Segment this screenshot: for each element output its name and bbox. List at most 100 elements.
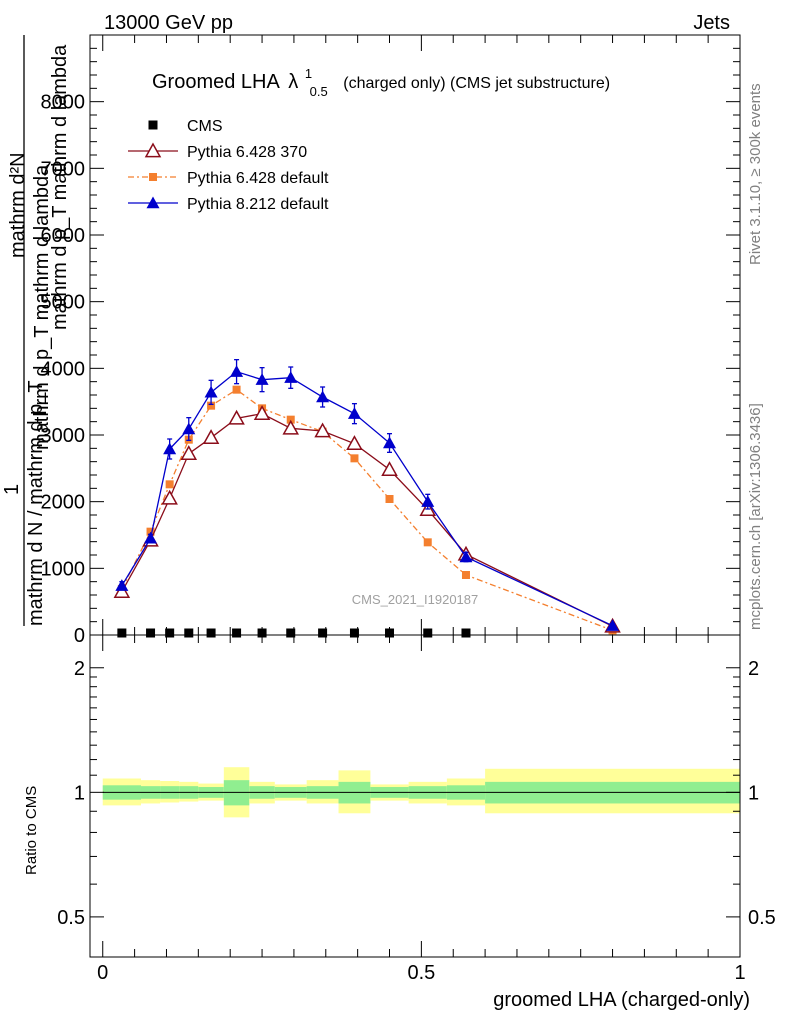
ratio-plot: 0.5 0.5 1 1 2 2 0 0.5 1 Ratio to CMS groomed LH…: [23, 634, 776, 1011]
main-y-tick-label: 5000: [41, 292, 86, 314]
legend-item-py8-default: Pythia 8.212 default: [128, 196, 329, 213]
cms-marker: [286, 628, 296, 638]
cms-marker: [146, 628, 156, 638]
py8-default-marker: [144, 531, 158, 544]
py6-default-marker: [232, 385, 241, 394]
cms-marker: [318, 628, 328, 638]
ratio-y-label: Ratio to CMS: [23, 786, 40, 875]
py8-default-marker: [204, 385, 218, 398]
ratio-y-axis: 0.5 0.5 1 1 2 2: [57, 658, 776, 929]
ylabel-frac-denominator: mathrm d N / mathrm d p_T: [25, 380, 47, 626]
cms-marker: [423, 628, 433, 638]
cms-marker: [461, 628, 471, 638]
main-y-tick-label: 8000: [41, 92, 86, 114]
rivet-version-label: Rivet 3.1.10, ≥ 300k events: [747, 83, 764, 265]
cms-marker: [232, 628, 242, 638]
x-tick-label: 1: [734, 962, 745, 984]
py6-370-marker: [253, 405, 271, 421]
title-symbol: λ: [288, 71, 298, 93]
main-y-tick-label: 1000: [41, 558, 86, 580]
ylabel-frac-numerator: 1: [1, 484, 23, 495]
title-main: Groomed LHA: [152, 71, 280, 93]
py6-default-marker: [385, 495, 394, 503]
py6-default-marker: [461, 571, 470, 579]
series-line: [121, 388, 613, 631]
ratio-y-tick-label-right: 1: [748, 782, 759, 804]
series-line: [121, 412, 613, 627]
legend-label: Pythia 6.428 370: [187, 144, 307, 161]
mcplots-ref-label: mcplots.cern.ch [arXiv:1306.3436]: [747, 403, 764, 630]
title-rest: (charged only) (CMS jet substructure): [343, 75, 610, 92]
x-axis-label: groomed LHA (charged-only): [493, 989, 750, 1011]
cms-marker: [165, 628, 175, 638]
py6-370-marker: [346, 435, 363, 451]
ratio-plot-frame: [89, 634, 741, 958]
analysis-id-label: CMS_2021_I1920187: [352, 592, 479, 607]
main-y-label: mathrm d²N mathrm d p_T mathrm d lambda …: [1, 35, 71, 626]
py6-default-marker: [423, 538, 432, 547]
title-sup: 1: [305, 66, 312, 81]
ylabel-numerator: mathrm d²N: [7, 152, 29, 258]
cms-marker: [117, 628, 127, 638]
py6-default-marker: [207, 401, 216, 410]
py6-default-marker: [350, 454, 359, 463]
py6-default-marker: [165, 480, 174, 489]
ylabel-mid: mathrm d p_T mathrm d lambda: [31, 164, 53, 450]
main-y-tick-label: 0: [74, 625, 85, 647]
ratio-y-tick-label: 1: [74, 782, 85, 804]
legend-label: Pythia 6.428 default: [187, 170, 329, 187]
ratio-y-tick-label: 2: [74, 658, 85, 680]
legend-item-py6-default: Pythia 6.428 default: [128, 170, 329, 187]
py6-370-marker: [381, 461, 398, 477]
py6-370-marker: [144, 142, 162, 158]
series-py8-default: [115, 359, 620, 631]
ratio-y-tick-label-right: 2: [748, 658, 759, 680]
py6-370-marker: [180, 445, 198, 461]
py8-default-marker: [182, 422, 196, 435]
cms-marker: [385, 628, 395, 638]
main-y-axis: 0 1000 2000 3000 4000 5000 6000 7000 8000: [41, 34, 740, 647]
main-y-tick-label: 7000: [41, 158, 86, 180]
series-cms: [117, 628, 471, 638]
py6-370-marker: [161, 489, 178, 505]
main-y-tick-label: 2000: [41, 492, 86, 514]
py8-default-marker: [146, 196, 160, 209]
py8-default-marker: [383, 436, 397, 449]
py8-default-marker: [606, 619, 620, 631]
x-tick-label: 0: [97, 962, 108, 984]
legend-item-py6-370: Pythia 6.428 370: [128, 142, 307, 161]
py6-default-marker: [146, 527, 155, 536]
py6-370-marker: [113, 583, 131, 599]
py6-default-marker: [286, 415, 295, 424]
main-y-tick-label: 4000: [41, 358, 86, 380]
py8-default-marker: [163, 442, 177, 455]
py8-default-marker: [255, 373, 269, 385]
cms-marker: [148, 120, 158, 130]
main-y-tick-label: 6000: [41, 225, 86, 247]
cms-marker: [206, 628, 216, 638]
title-sub: 0.5: [310, 84, 328, 99]
chart-title: Groomed LHA λ 1 0.5 (charged only) (CMS …: [152, 61, 610, 101]
legend-label: CMS: [187, 118, 223, 135]
py6-370-marker: [228, 409, 245, 425]
cms-marker: [349, 628, 359, 638]
py8-default-marker: [115, 579, 129, 591]
legend-item-cms: CMS: [148, 118, 223, 135]
ratio-y-tick-label-right: 0.5: [748, 907, 776, 929]
ratio-y-tick-label: 0.5: [57, 907, 85, 929]
main-series: [113, 359, 621, 638]
py6-default-marker: [149, 173, 157, 181]
beam-label: 13000 GeV pp: [104, 12, 233, 34]
cms-marker: [257, 628, 267, 638]
main-y-tick-label: 3000: [41, 425, 86, 447]
cms-marker: [184, 628, 194, 638]
py8-default-marker: [284, 371, 298, 383]
py6-370-marker: [282, 419, 300, 435]
py8-default-marker: [421, 495, 435, 507]
ratio-x-axis: 0 0.5 1: [97, 635, 746, 984]
legend-label: Pythia 8.212 default: [187, 196, 329, 213]
py6-370-marker: [202, 429, 220, 445]
ylabel-denominator: mathrm d p_T mathrm d lambda: [49, 44, 71, 330]
main-plot: 0 1000 2000 3000 4000 5000 6000 7000 8000 Groome…: [41, 34, 741, 647]
